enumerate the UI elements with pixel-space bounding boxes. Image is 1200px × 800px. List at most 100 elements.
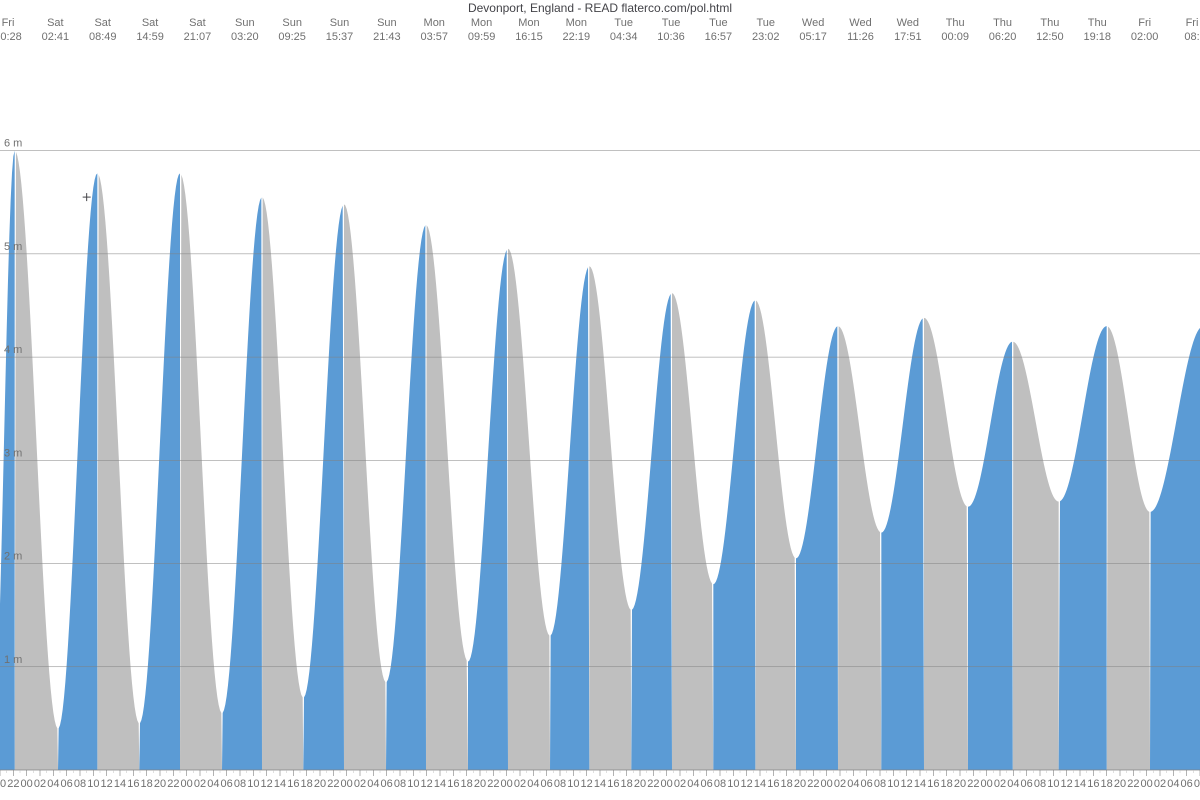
y-axis-label: 4 m <box>4 344 22 356</box>
x-bottom-tick-label: 16 <box>287 778 299 790</box>
x-bottom-tick-label: 02 <box>994 778 1006 790</box>
y-axis-label: 2 m <box>4 551 22 563</box>
x-top-day-label: Tue <box>614 17 633 29</box>
x-bottom-tick-label: 00 <box>501 778 513 790</box>
x-bottom-tick-label: 22 <box>167 778 179 790</box>
x-bottom-tick-label: 06 <box>1021 778 1033 790</box>
x-top-time-label: 00:09 <box>941 31 969 43</box>
x-bottom-tick-label: 22 <box>967 778 979 790</box>
x-bottom-tick-label: 16 <box>127 778 139 790</box>
x-bottom-tick-label: 12 <box>1061 778 1073 790</box>
x-top-day-label: Tue <box>662 17 681 29</box>
x-top-time-label: 09:59 <box>468 31 496 43</box>
x-bottom-tick-label: 02 <box>34 778 46 790</box>
x-top-day-label: Thu <box>993 17 1012 29</box>
x-bottom-tick-label: 08 <box>1194 778 1200 790</box>
x-bottom-tick-label: 14 <box>594 778 606 790</box>
x-top-day-label: Tue <box>709 17 728 29</box>
x-bottom-tick-label: 04 <box>47 778 59 790</box>
x-top-time-label: 02:41 <box>42 31 70 43</box>
x-bottom-tick-label: 04 <box>687 778 699 790</box>
x-bottom-tick-label: 20 <box>634 778 646 790</box>
x-bottom-tick-label: 08 <box>234 778 246 790</box>
x-bottom-tick-label: 18 <box>461 778 473 790</box>
x-bottom-tick-label: 12 <box>421 778 433 790</box>
x-bottom-tick-label: 02 <box>674 778 686 790</box>
y-axis-label: 5 m <box>4 241 22 253</box>
x-bottom-tick-label: 14 <box>114 778 126 790</box>
x-bottom-tick-label: 00 <box>181 778 193 790</box>
x-bottom-tick-label: 20 <box>474 778 486 790</box>
x-bottom-tick-label: 10 <box>407 778 419 790</box>
x-bottom-tick-label: 22 <box>807 778 819 790</box>
x-bottom-tick-label: 20 <box>1114 778 1126 790</box>
x-bottom-tick-label: 20 <box>0 778 6 790</box>
x-bottom-tick-label: 00 <box>821 778 833 790</box>
x-top-time-label: 21:07 <box>184 31 212 43</box>
x-bottom-tick-label: 08 <box>554 778 566 790</box>
x-bottom-tick-label: 06 <box>541 778 553 790</box>
x-bottom-tick-label: 08 <box>74 778 86 790</box>
x-top-day-label: Sat <box>142 17 159 29</box>
x-bottom-tick-label: 08 <box>874 778 886 790</box>
x-bottom-tick-label: 22 <box>487 778 499 790</box>
x-bottom-tick-label: 10 <box>247 778 259 790</box>
x-top-time-label: 10:36 <box>657 31 685 43</box>
x-bottom-tick-label: 06 <box>221 778 233 790</box>
x-bottom-tick-label: 04 <box>207 778 219 790</box>
x-top-day-label: Sat <box>94 17 111 29</box>
x-bottom-tick-label: 10 <box>887 778 899 790</box>
x-bottom-tick-label: 14 <box>914 778 926 790</box>
x-bottom-tick-label: 04 <box>527 778 539 790</box>
x-top-time-label: 15:37 <box>326 31 354 43</box>
x-bottom-tick-label: 04 <box>367 778 379 790</box>
x-top-time-label: 11:26 <box>847 31 874 43</box>
x-top-time-label: 16:57 <box>705 31 733 43</box>
x-bottom-tick-label: 02 <box>1154 778 1166 790</box>
x-bottom-tick-label: 20 <box>794 778 806 790</box>
x-bottom-tick-label: 04 <box>1167 778 1179 790</box>
tide-chart: 1 m2 m3 m4 m5 m6 m2022000204060810121416… <box>0 0 1200 800</box>
x-bottom-tick-label: 12 <box>261 778 273 790</box>
x-bottom-tick-label: 00 <box>341 778 353 790</box>
x-bottom-tick-label: 08 <box>394 778 406 790</box>
x-top-day-label: Wed <box>802 17 824 29</box>
x-bottom-tick-label: 06 <box>61 778 73 790</box>
x-top-day-label: Fri <box>1138 17 1151 29</box>
x-top-day-label: Sun <box>330 17 350 29</box>
x-bottom-tick-label: 08 <box>1034 778 1046 790</box>
x-top-time-label: 22:19 <box>563 31 591 43</box>
x-bottom-tick-label: 18 <box>141 778 153 790</box>
x-top-day-label: Sat <box>47 17 64 29</box>
x-top-time-label: 16:15 <box>515 31 543 43</box>
x-top-day-label: Thu <box>946 17 965 29</box>
x-bottom-tick-label: 10 <box>87 778 99 790</box>
x-top-time-label: 02:00 <box>1131 31 1159 43</box>
x-top-day-label: Wed <box>849 17 871 29</box>
x-bottom-tick-label: 02 <box>354 778 366 790</box>
x-top-day-label: Tue <box>756 17 775 29</box>
x-top-time-label: 19:18 <box>1084 31 1112 43</box>
x-bottom-tick-label: 18 <box>941 778 953 790</box>
tide-chart-svg: 1 m2 m3 m4 m5 m6 m2022000204060810121416… <box>0 0 1200 800</box>
x-bottom-tick-label: 02 <box>514 778 526 790</box>
x-bottom-tick-label: 20 <box>314 778 326 790</box>
x-bottom-tick-label: 10 <box>567 778 579 790</box>
x-bottom-tick-label: 16 <box>767 778 779 790</box>
x-top-day-label: Wed <box>897 17 919 29</box>
x-bottom-tick-label: 06 <box>1181 778 1193 790</box>
x-top-day-label: Fri <box>1186 17 1199 29</box>
x-bottom-tick-label: 22 <box>327 778 339 790</box>
x-bottom-tick-label: 06 <box>381 778 393 790</box>
x-top-day-label: Sun <box>235 17 255 29</box>
x-top-time-label: 14:59 <box>136 31 164 43</box>
x-bottom-tick-label: 00 <box>661 778 673 790</box>
x-top-day-label: Mon <box>518 17 539 29</box>
x-bottom-tick-label: 02 <box>194 778 206 790</box>
x-bottom-tick-label: 20 <box>954 778 966 790</box>
x-top-time-label: 08: <box>1184 31 1199 43</box>
x-bottom-tick-label: 02 <box>834 778 846 790</box>
x-bottom-tick-label: 10 <box>1047 778 1059 790</box>
x-top-day-label: Sat <box>189 17 206 29</box>
x-top-time-label: 03:20 <box>231 31 259 43</box>
